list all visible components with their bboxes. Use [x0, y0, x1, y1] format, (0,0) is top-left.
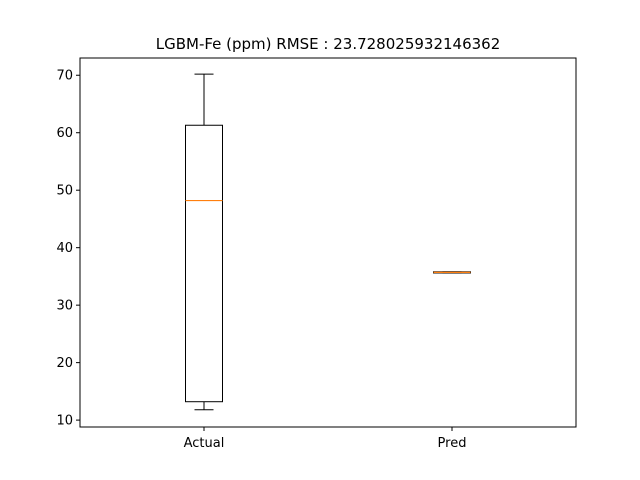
y-tick-label: 10: [56, 414, 73, 429]
y-tick-label: 20: [56, 356, 73, 371]
y-tick-label: 30: [56, 299, 73, 314]
x-axis: Actual Pred: [184, 427, 467, 451]
y-axis: 10 20 30 40 50 60 70: [56, 69, 80, 429]
box-iqr: [185, 124, 223, 403]
y-tick-label: 60: [56, 126, 73, 141]
chart-title: LGBM-Fe (ppm) RMSE : 23.728025932146362: [156, 35, 501, 53]
box-actual: [185, 73, 223, 411]
y-tick-label: 70: [56, 69, 73, 84]
y-tick-label: 50: [56, 184, 73, 199]
boxes-group: [185, 73, 471, 411]
y-tick-label: 40: [56, 241, 73, 256]
x-tick-label: Pred: [438, 436, 467, 451]
plot-area: [79, 57, 577, 428]
box-pred: [433, 271, 471, 274]
x-tick-label: Actual: [184, 436, 225, 451]
